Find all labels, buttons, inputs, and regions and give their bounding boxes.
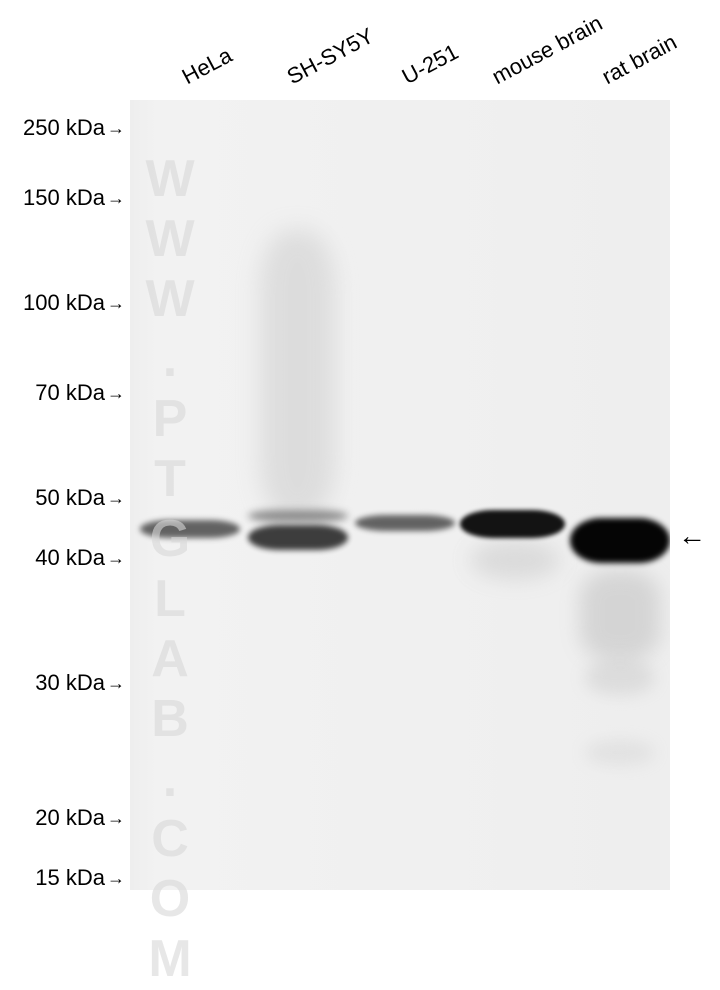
smear-lane-4-lower [470,540,560,580]
mw-text-30: 30 kDa [35,670,105,696]
mw-label-20: 20 kDa→ [35,805,125,831]
lane-label-shsy5y: SH-SY5Y [283,23,378,90]
band-hela [140,520,240,538]
mw-text-50: 50 kDa [35,485,105,511]
mw-marker-column: 250 kDa→ 150 kDa→ 100 kDa→ 70 kDa→ 50 kD… [0,100,130,890]
lane-label-u251: U-251 [398,39,463,90]
smear-lane-5-lower-a [580,570,660,660]
mw-label-50: 50 kDa→ [35,485,125,511]
arrow-icon: → [107,188,125,209]
arrow-icon: → [107,548,125,569]
mw-text-15: 15 kDa [35,865,105,891]
arrow-icon: → [107,673,125,694]
arrow-icon: → [107,808,125,829]
band-indicator-arrow-icon: ← [678,520,706,552]
lane-label-mouse-brain: mouse brain [488,10,607,90]
arrow-icon: → [107,293,125,314]
arrow-icon: → [107,118,125,139]
band-mouse-brain [460,510,565,538]
mw-text-150: 150 kDa [23,185,105,211]
band-shsy5y-upper [248,510,348,522]
mw-label-250: 250 kDa→ [23,115,125,141]
mw-label-150: 150 kDa→ [23,185,125,211]
mw-text-40: 40 kDa [35,545,105,571]
arrow-icon: → [107,488,125,509]
band-rat-brain [570,518,670,563]
mw-label-15: 15 kDa→ [35,865,125,891]
arrow-icon: → [107,383,125,404]
mw-text-20: 20 kDa [35,805,105,831]
smear-lane-2-upper [260,230,335,520]
smear-lane-5-lower-c [585,740,655,765]
arrow-icon: → [107,868,125,889]
lane-labels-row: HeLa SH-SY5Y U-251 mouse brain rat brain [130,0,670,100]
band-shsy5y-main [248,525,348,550]
lane-label-rat-brain: rat brain [598,29,681,90]
blot-membrane [130,100,670,890]
western-blot-figure: HeLa SH-SY5Y U-251 mouse brain rat brain… [0,0,720,903]
lane-label-hela: HeLa [178,42,237,90]
mw-label-40: 40 kDa→ [35,545,125,571]
smear-lane-5-lower-b [585,660,655,695]
mw-text-100: 100 kDa [23,290,105,316]
mw-text-70: 70 kDa [35,380,105,406]
mw-label-70: 70 kDa→ [35,380,125,406]
mw-label-100: 100 kDa→ [23,290,125,316]
band-u251 [355,515,455,531]
mw-label-30: 30 kDa→ [35,670,125,696]
mw-text-250: 250 kDa [23,115,105,141]
